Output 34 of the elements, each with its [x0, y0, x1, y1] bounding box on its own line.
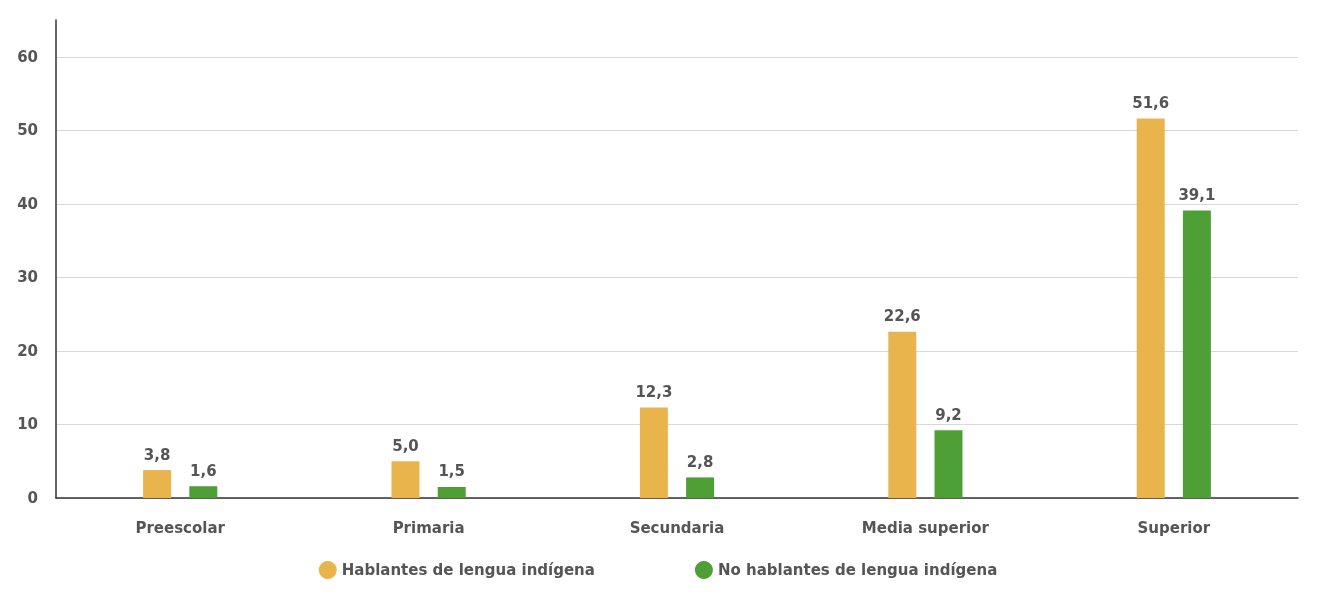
- y-tick-label: 50: [17, 121, 38, 140]
- data-label: 22,6: [883, 307, 921, 326]
- bar: [686, 477, 715, 498]
- data-label: 5,0: [392, 436, 419, 455]
- y-tick-label: 0: [27, 489, 38, 507]
- y-tick-label: 30: [17, 268, 38, 287]
- bar: [934, 430, 963, 498]
- bar: [143, 470, 172, 498]
- legend-label: No hablantes de lengua indígena: [717, 561, 998, 579]
- bar: [391, 461, 420, 498]
- bar: [189, 486, 218, 498]
- legend-label: Hablantes de lengua indígena: [341, 561, 595, 579]
- x-tick-label: Preescolar: [135, 518, 226, 537]
- x-tick-label: Secundaria: [629, 518, 725, 537]
- y-tick-label: 10: [17, 415, 38, 434]
- x-tick-label: Superior: [1137, 518, 1211, 537]
- y-tick-label: 20: [17, 341, 38, 360]
- bar: [1182, 210, 1211, 498]
- y-tick-label: 60: [17, 47, 38, 66]
- data-label: 12,3: [635, 383, 673, 402]
- x-tick-label: Primaria: [392, 518, 465, 537]
- data-label: 1,6: [190, 461, 217, 480]
- data-label: 9,2: [935, 405, 962, 424]
- bar: [437, 486, 466, 498]
- data-label: 3,8: [143, 445, 171, 464]
- data-label: 51,6: [1132, 94, 1170, 113]
- y-tick-label: 40: [17, 194, 38, 213]
- bar: [639, 407, 668, 498]
- x-tick-label: Media superior: [861, 518, 990, 537]
- data-label: 39,1: [1178, 185, 1216, 204]
- bar: [888, 331, 917, 498]
- data-label: 1,5: [438, 462, 465, 481]
- data-label: 2,8: [686, 452, 714, 471]
- bar: [1136, 118, 1165, 498]
